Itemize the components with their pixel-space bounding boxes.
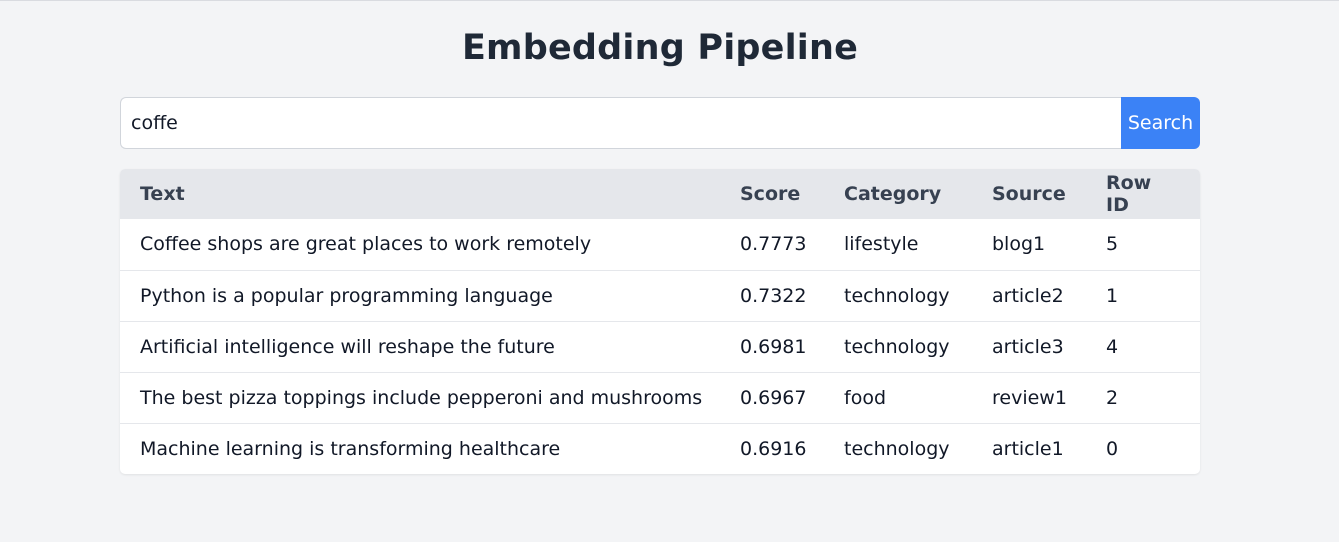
cell-score: 0.6967 [740, 386, 807, 409]
cell-text: Python is a popular programming language [140, 284, 553, 307]
cell-category: food [844, 386, 886, 409]
cell-row-id: 1 [1106, 284, 1119, 307]
cell-source: article2 [992, 284, 1064, 307]
cell-category: technology [844, 437, 950, 460]
cell-text: Coffee shops are great places to work re… [140, 233, 592, 256]
cell-row-id: 2 [1106, 386, 1119, 409]
cell-row-id: 0 [1106, 437, 1119, 460]
cell-score: 0.6916 [740, 437, 807, 460]
column-header-source: Source [992, 183, 1066, 205]
table-header-row: Text Score Category Source Row ID [120, 169, 1200, 219]
search-bar: Search [120, 97, 1200, 149]
column-header-score: Score [740, 183, 801, 205]
table-row: Artificial intelligence will reshape the… [120, 321, 1200, 372]
table-row: Coffee shops are great places to work re… [120, 219, 1200, 270]
cell-row-id: 4 [1106, 335, 1119, 358]
results-table-container: Text Score Category Source Row ID Coffee… [120, 169, 1200, 474]
column-header-row-id: Row ID [1106, 172, 1152, 216]
cell-source: article1 [992, 437, 1064, 460]
cell-text: The best pizza toppings include pepperon… [140, 386, 703, 409]
top-divider [0, 0, 1339, 1]
cell-score: 0.6981 [740, 335, 807, 358]
cell-category: lifestyle [844, 233, 919, 256]
cell-category: technology [844, 284, 950, 307]
page-title: Embedding Pipeline [461, 28, 859, 68]
cell-row-id: 5 [1106, 233, 1119, 256]
cell-text: Machine learning is transforming healthc… [140, 437, 561, 460]
search-input[interactable] [120, 97, 1121, 149]
cell-source: article3 [992, 335, 1064, 358]
table-row: The best pizza toppings include pepperon… [120, 372, 1200, 423]
search-button[interactable]: Search [1121, 97, 1200, 149]
table-row: Python is a popular programming language… [120, 270, 1200, 321]
cell-category: technology [844, 335, 950, 358]
table-row: Machine learning is transforming healthc… [120, 423, 1200, 474]
results-table: Text Score Category Source Row ID Coffee… [120, 169, 1200, 474]
column-header-text: Text [140, 183, 185, 205]
column-header-category: Category [844, 183, 942, 205]
cell-source: blog1 [992, 233, 1046, 256]
cell-text: Artificial intelligence will reshape the… [140, 335, 555, 358]
cell-score: 0.7773 [740, 233, 807, 256]
main-container: Embedding Pipeline Search Text Score Cat… [120, 0, 1200, 474]
cell-score: 0.7322 [740, 284, 807, 307]
cell-source: review1 [992, 386, 1067, 409]
